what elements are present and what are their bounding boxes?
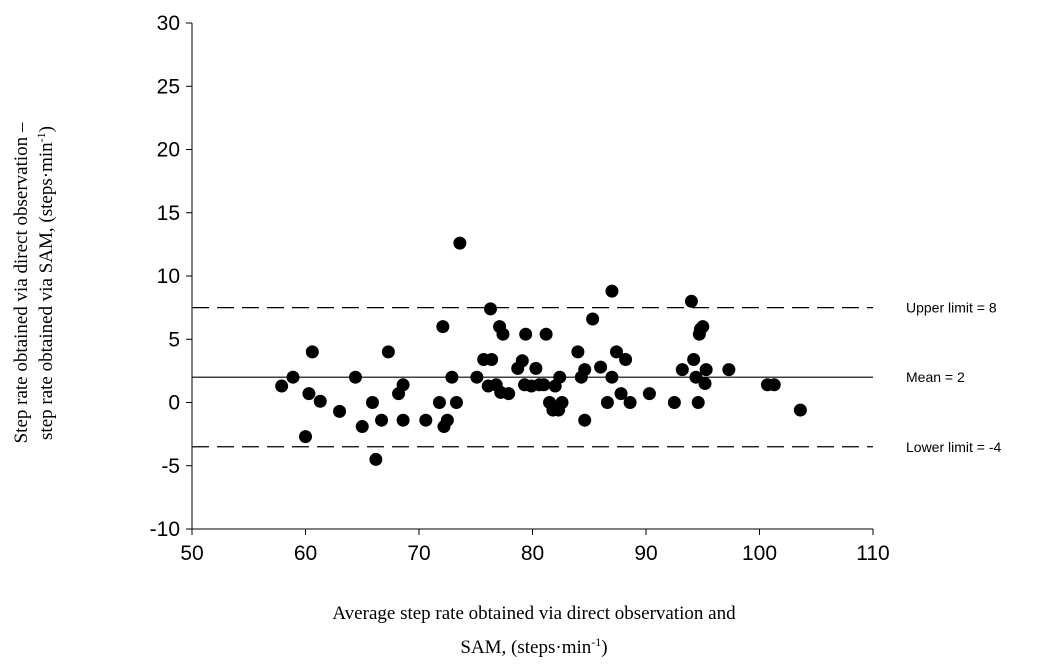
reference-line-label: Upper limit = 8 [906, 300, 997, 316]
data-point [571, 345, 585, 359]
data-point [432, 396, 446, 409]
data-point [537, 378, 551, 392]
data-point [605, 284, 619, 298]
data-point [313, 394, 327, 408]
x-axis-title-line2: SAM, (steps·min-1) [460, 635, 607, 658]
data-point [519, 327, 533, 341]
y-axis-title-line2: step rate obtained via SAM, (steps·min-1… [34, 126, 57, 440]
data-point [496, 327, 510, 341]
data-point [691, 396, 705, 409]
data-point [667, 396, 681, 409]
data-point [396, 378, 410, 392]
data-point [348, 370, 362, 384]
x-axis-title-line1: Average step rate obtained via direct ob… [332, 603, 736, 624]
data-point [305, 345, 319, 359]
y-axis-title-line1: Step rate obtained via direct observatio… [11, 122, 32, 443]
data-point [369, 452, 383, 466]
data-point [594, 360, 608, 374]
data-point [619, 352, 633, 366]
data-point [605, 370, 619, 384]
data-point [578, 363, 592, 377]
axes: -10 -5 0 5 10 15 20 25 30 50 60 70 80 90 100 110 [150, 12, 890, 565]
data-point [609, 345, 623, 359]
data-point [396, 413, 410, 427]
data-point [539, 327, 553, 341]
data-point [355, 420, 369, 434]
y-tick-label: -5 [161, 455, 180, 478]
data-point [553, 370, 567, 384]
y-tick-label: 20 [157, 139, 180, 162]
data-point [515, 354, 529, 368]
data-point [470, 370, 484, 384]
reference-lines: Upper limit = 8 Mean = 2 Lower limit = -4 [192, 300, 1002, 455]
data-point [699, 363, 713, 377]
data-point [302, 387, 316, 401]
data-point [436, 320, 450, 334]
data-point [333, 404, 347, 418]
x-tick-label: 60 [294, 542, 317, 565]
y-axis-title: Step rate obtained via direct observatio… [11, 122, 57, 443]
y-tick-label: 10 [157, 265, 180, 288]
reference-line-label: Mean = 2 [906, 369, 965, 385]
data-point [485, 352, 499, 366]
data-point [365, 396, 379, 409]
y-tick-label: 15 [157, 202, 180, 225]
data-point [687, 352, 701, 366]
x-tick-label: 100 [742, 542, 777, 565]
x-tick-label: 110 [856, 542, 889, 565]
x-tick-label: 80 [521, 542, 544, 565]
x-tick-label: 70 [407, 542, 430, 565]
data-point [419, 413, 433, 427]
data-point [614, 387, 628, 401]
data-point [642, 387, 656, 401]
data-point [684, 294, 698, 308]
data-point [484, 302, 498, 316]
data-point [793, 403, 807, 417]
data-point [440, 413, 454, 427]
data-point [502, 387, 516, 401]
data-point [600, 396, 614, 409]
data-point [586, 312, 600, 326]
data-point [529, 361, 543, 375]
data-point [286, 370, 300, 384]
data-point [696, 320, 710, 334]
data-point [449, 396, 463, 409]
data-point [767, 378, 781, 392]
y-tick-label: 30 [157, 12, 180, 35]
x-axis-title: Average step rate obtained via direct ob… [332, 603, 736, 658]
y-tick-label: 25 [157, 75, 180, 98]
y-tick-label: 5 [168, 328, 180, 351]
data-point [689, 370, 703, 384]
y-tick-label: 0 [168, 392, 180, 415]
data-point [445, 370, 459, 384]
data-point [299, 430, 312, 444]
data-point [381, 345, 395, 359]
data-point [698, 377, 712, 391]
data-point [375, 413, 389, 427]
data-points [275, 236, 807, 466]
y-tick-label: -10 [150, 518, 180, 541]
data-point [722, 363, 736, 377]
reference-line-label: Lower limit = -4 [906, 439, 1002, 455]
data-point [623, 396, 637, 409]
data-point [555, 396, 569, 409]
data-point [675, 363, 689, 377]
data-point [453, 236, 467, 250]
data-point [275, 379, 289, 393]
x-tick-label: 50 [180, 542, 203, 565]
data-point [578, 413, 592, 427]
x-tick-label: 90 [634, 542, 657, 565]
